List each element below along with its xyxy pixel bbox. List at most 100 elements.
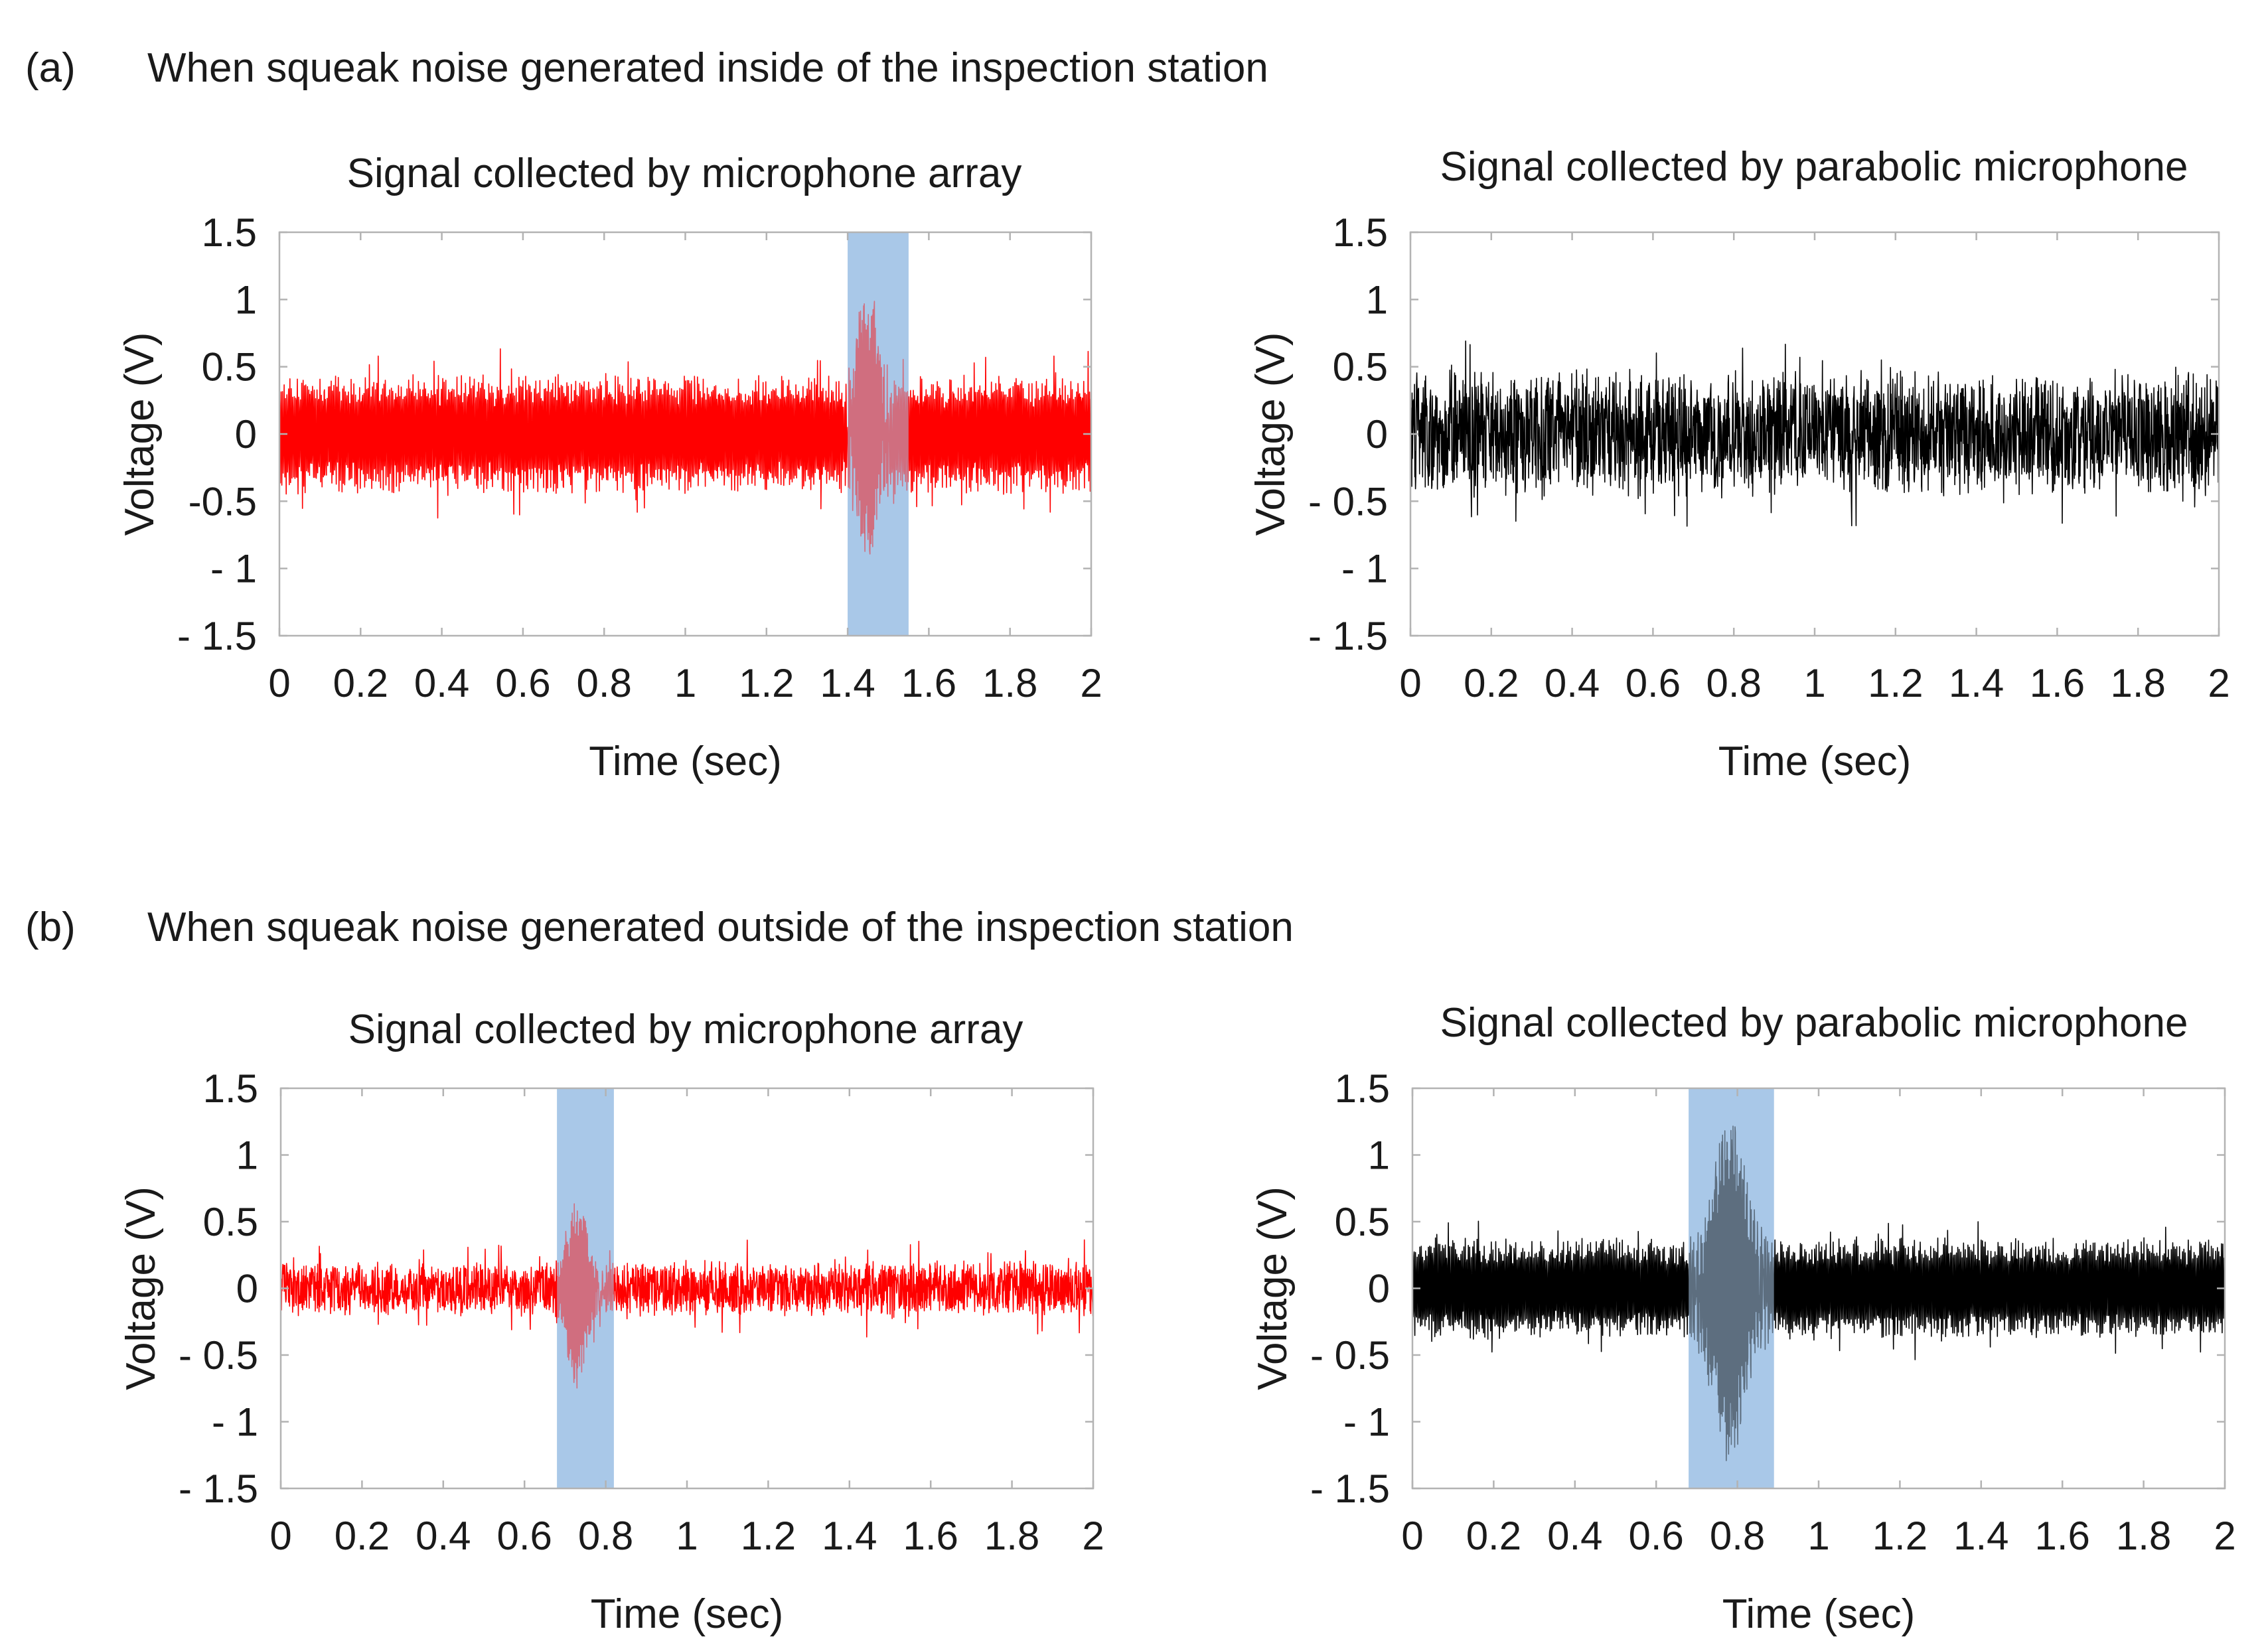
x-tick-label: 0 — [1401, 1514, 1423, 1558]
x-tick-label: 0.4 — [1547, 1514, 1602, 1558]
x-tick-label: 1.6 — [903, 1514, 958, 1558]
x-tick-label: 1.2 — [1872, 1514, 1928, 1558]
x-tick-label: 0 — [269, 1514, 291, 1558]
chart-a-microphone-array: Signal collected by microphone array - 1.… — [117, 151, 1102, 784]
signal-trace — [280, 1203, 1094, 1389]
y-tick-label: 0.5 — [1335, 1200, 1390, 1244]
x-tick-label: 1.6 — [901, 661, 956, 705]
y-tick-label: - 1 — [212, 1400, 258, 1445]
x-tick-label: 1.2 — [741, 1514, 796, 1558]
x-tick-label: 1.8 — [2116, 1514, 2171, 1558]
chart-title: Signal collected by microphone array — [347, 151, 1022, 196]
y-tick-label: - 1 — [1341, 547, 1388, 591]
x-tick-label: 1.8 — [2110, 661, 2165, 705]
y-tick-label: 0 — [1366, 412, 1388, 457]
y-tick-label: - 1.5 — [177, 614, 257, 658]
y-tick-label: 0 — [235, 412, 257, 457]
x-tick-label: 0.4 — [1545, 661, 1600, 705]
y-tick-label: 0.5 — [203, 1200, 258, 1244]
x-tick-label: 1.4 — [1953, 1514, 2008, 1558]
squeak-highlight-overlay — [848, 232, 909, 636]
x-tick-label: 0.2 — [335, 1514, 390, 1558]
x-tick-label: 1.4 — [1949, 661, 2004, 705]
x-tick-label: 1.8 — [984, 1514, 1039, 1558]
x-tick-label: 0.6 — [495, 661, 550, 705]
panel-b-heading: When squeak noise generated outside of t… — [147, 904, 1294, 950]
y-tick-label: - 1.5 — [1308, 614, 1388, 658]
x-tick-label: 0.6 — [1625, 661, 1681, 705]
x-tick-label: 0.4 — [414, 661, 469, 705]
y-tick-label: 0.5 — [1333, 345, 1388, 390]
y-axis-label: Voltage (V) — [117, 332, 163, 536]
x-tick-label: 1.6 — [2030, 661, 2085, 705]
y-tick-label: - 1 — [210, 547, 257, 591]
chart-b-parabolic-microphone: Signal collected by parabolic microphone… — [1250, 1000, 2236, 1637]
y-tick-label: 1 — [1366, 277, 1388, 322]
y-axis-label: Voltage (V) — [1248, 332, 1294, 536]
x-tick-label: 1 — [676, 1514, 698, 1558]
chart-a-parabolic-microphone: Signal collected by parabolic microphone… — [1248, 144, 2230, 784]
y-axis-label: Voltage (V) — [1250, 1186, 1296, 1390]
x-tick-label: 2 — [1082, 1514, 1104, 1558]
squeak-highlight-overlay — [1689, 1088, 1774, 1488]
x-tick-label: 0.2 — [1464, 661, 1519, 705]
y-tick-label: -0.5 — [189, 479, 257, 524]
panel-a-heading: When squeak noise generated inside of th… — [147, 45, 1268, 91]
x-tick-label: 0.4 — [416, 1514, 471, 1558]
x-tick-label: 2 — [2214, 1514, 2235, 1558]
y-tick-label: 1 — [235, 277, 257, 322]
y-tick-label: 1.5 — [1335, 1066, 1390, 1111]
x-tick-label: 0.8 — [1706, 661, 1761, 705]
x-axis-label: Time (sec) — [589, 739, 781, 784]
x-axis-label: Time (sec) — [1718, 739, 1911, 784]
signal-trace — [1412, 1125, 2226, 1461]
y-tick-label: 1 — [236, 1133, 258, 1178]
x-tick-label: 1.4 — [820, 661, 875, 705]
x-tick-label: 0 — [1399, 661, 1421, 705]
y-tick-label: - 0.5 — [1308, 479, 1388, 524]
x-tick-label: 1 — [674, 661, 696, 705]
x-tick-label: 1 — [1803, 661, 1825, 705]
x-tick-label: 1.2 — [739, 661, 794, 705]
x-axis-label: Time (sec) — [591, 1591, 783, 1637]
y-axis-label: Voltage (V) — [118, 1186, 164, 1390]
x-tick-label: 1.8 — [982, 661, 1037, 705]
y-tick-label: - 1 — [1343, 1400, 1390, 1445]
x-tick-label: 2 — [1080, 661, 1102, 705]
x-tick-label: 1 — [1807, 1514, 1829, 1558]
chart-title: Signal collected by microphone array — [348, 1007, 1023, 1052]
y-tick-label: 1.5 — [202, 210, 257, 255]
x-tick-label: 1.6 — [2034, 1514, 2089, 1558]
x-tick-label: 2 — [2208, 661, 2230, 705]
x-tick-label: 1.4 — [822, 1514, 877, 1558]
chart-b-microphone-array: Signal collected by microphone array - 1.… — [118, 1007, 1104, 1637]
squeak-highlight-overlay — [557, 1088, 614, 1488]
x-tick-label: 0.8 — [576, 661, 631, 705]
x-tick-label: 0.6 — [496, 1514, 552, 1558]
x-tick-label: 1.2 — [1868, 661, 1923, 705]
y-tick-label: 0 — [236, 1267, 258, 1311]
y-tick-label: 0 — [1368, 1267, 1390, 1311]
chart-title: Signal collected by parabolic microphone — [1440, 144, 2188, 190]
x-axis-label: Time (sec) — [1722, 1591, 1915, 1637]
panel-a-label: (a) — [25, 45, 76, 91]
y-tick-label: 1 — [1368, 1133, 1390, 1178]
x-tick-label: 0.2 — [1466, 1514, 1521, 1558]
y-tick-label: 1.5 — [1333, 210, 1388, 255]
signal-trace — [1410, 340, 2220, 527]
y-tick-label: - 1.5 — [1310, 1467, 1390, 1511]
x-tick-label: 0.8 — [578, 1514, 633, 1558]
x-tick-label: 0.6 — [1628, 1514, 1683, 1558]
panel-b-label: (b) — [25, 904, 76, 950]
x-tick-label: 0 — [268, 661, 290, 705]
y-tick-label: - 0.5 — [179, 1333, 258, 1378]
y-tick-label: - 1.5 — [179, 1467, 258, 1511]
x-tick-label: 0.8 — [1710, 1514, 1765, 1558]
y-tick-label: - 0.5 — [1310, 1333, 1390, 1378]
y-tick-label: 0.5 — [202, 345, 257, 390]
x-tick-label: 0.2 — [333, 661, 388, 705]
chart-title: Signal collected by parabolic microphone — [1440, 1000, 2188, 1046]
signal-trace — [279, 301, 1092, 555]
y-tick-label: 1.5 — [203, 1066, 258, 1111]
